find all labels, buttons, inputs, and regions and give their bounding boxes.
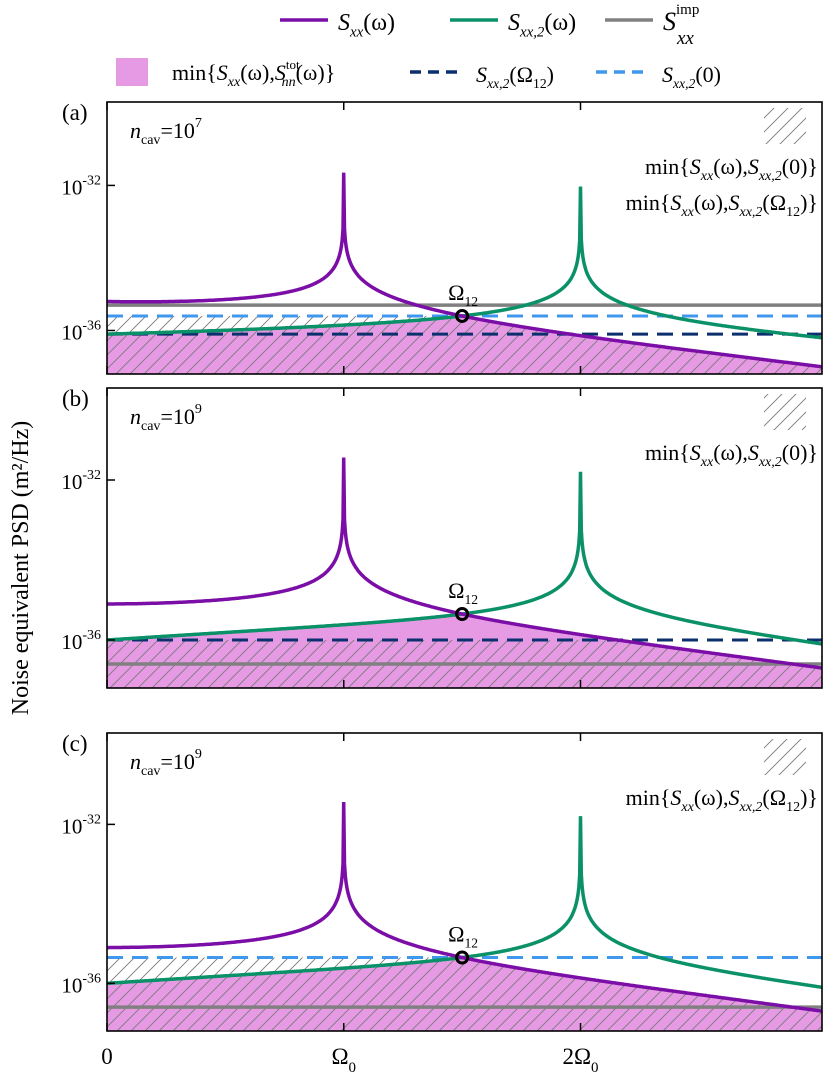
hatch-region [107,316,822,374]
legend-entry-sxx2: Sxx,2(ω) [450,10,576,41]
panels: Ω12 10-32 10-36 (a) ncav=107 min{Sxx(ω),Sxx,2… [61,100,823,1076]
y-tick-label: 10-36 [61,318,101,344]
panel-frame [106,732,823,1032]
panel-label: (b) [62,386,89,411]
legend-entry-light_dashed: Sxx,2(0) [596,62,721,91]
legend-label: min{Sxx(ω),Stot nn(ω)} [172,57,335,90]
legend-entry-sxx: Sxx(ω) [280,10,395,41]
crossing-marker [455,607,470,621]
legend-label: Simp xx [663,2,699,49]
panel-frame [106,101,823,375]
ncav-label: ncav=109 [130,747,202,779]
hatch-annotation-min12: min{Sxx(ω),Sxx,2(Ω12)} [626,785,818,815]
legend-label: Sxx,2(Ω12) [476,62,554,91]
legend-label: Sxx,2(ω) [508,10,576,41]
y-tick-label: 10-36 [61,971,101,997]
sxx-curve [107,457,822,670]
x-tick-label: Ω0 [331,1044,356,1076]
legend-entry-fill: min{Sxx(ω),Stot nn(ω)} [116,57,335,90]
legend: Sxx(ω) Sxx,2(ω) Simp xx min{Sxx(ω),Stot nn(ω)… [116,2,721,91]
panel-2: Ω12 10-32 10-36 (c) ncav=109 min{Sxx(ω),Sxx,2… [61,731,823,1076]
hatch-region [107,957,822,1031]
ncav-label: ncav=109 [130,402,202,434]
hatch-legend-swatch [764,739,806,775]
x-tick-label: 0 [101,1044,113,1069]
hatch-annotation-min12: min{Sxx(ω),Sxx,2(Ω12)} [626,190,818,220]
legend-label: Sxx,2(0) [662,62,721,91]
ncav-label: ncav=107 [130,116,202,148]
crossing-marker [455,308,470,323]
panel-frame [106,387,823,689]
sxx-curve [107,172,822,369]
panel-label: (c) [62,731,88,756]
legend-label: Sxx(ω) [338,10,395,41]
panel-0: Ω12 10-32 10-36 (a) ncav=107 min{Sxx(ω),Sxx,2… [61,100,823,375]
crossing-label: Ω12 [448,578,478,607]
crossing-marker [455,950,470,965]
y-tick-label: 10-32 [61,812,101,838]
panel-1: Ω12 10-32 10-36 (b) ncav=109 min{Sxx(ω),Sxx,2… [61,386,823,689]
hatch-annotation-min0: min{Sxx(ω),Sxx,2(0)} [645,440,818,470]
sxx-curve [107,801,822,1013]
y-tick-label: 10-32 [61,173,101,199]
y-tick-label: 10-32 [61,468,101,494]
crossing-label: Ω12 [448,921,478,950]
legend-entry-dark_dashed: Sxx,2(Ω12) [410,62,554,91]
panel-label: (a) [62,100,88,125]
crossing-label: Ω12 [448,280,478,309]
hatch-annotation-min0: min{Sxx(ω),Sxx,2(0)} [645,154,818,184]
hatch-legend-swatch [764,108,806,144]
hatch-legend-swatch [764,394,806,430]
legend-swatch [116,58,148,86]
legend-entry-simp: Simp xx [605,2,699,49]
x-tick-label: 2Ω0 [562,1044,598,1076]
y-axis-label: Noise equivalent PSD (m²/Hz) [8,421,34,715]
y-tick-label: 10-36 [61,628,101,654]
